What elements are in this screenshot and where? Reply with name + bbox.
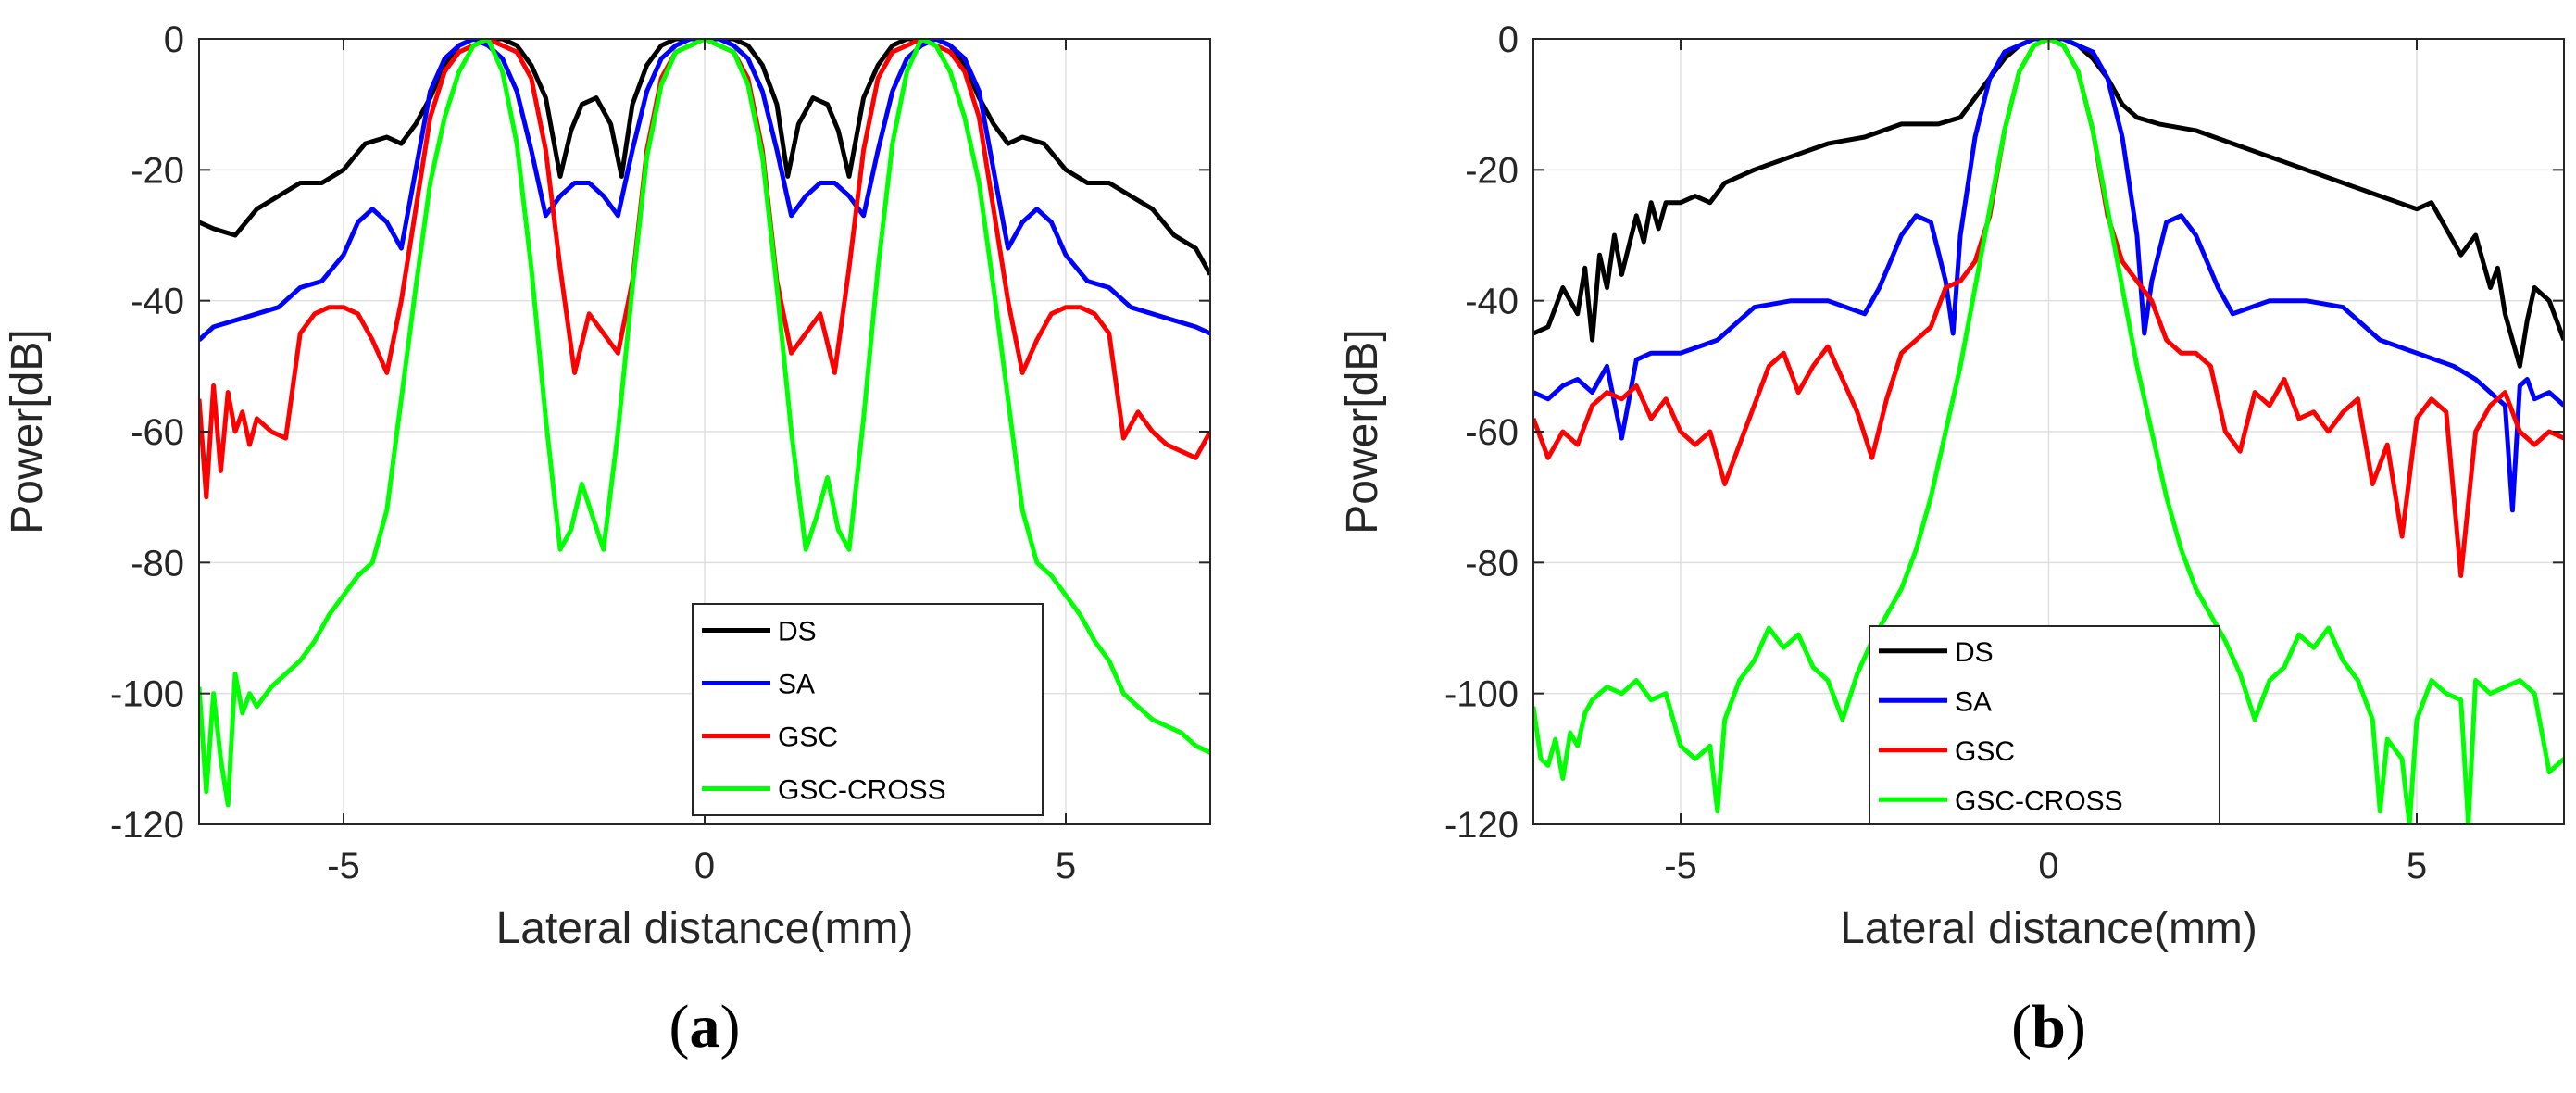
panel-label-open: ( bbox=[669, 993, 690, 1061]
chart-panel-a: -5 0 5 0 -20 -40 -60 -80 -100 -120 Lateral distanc… bbox=[3, 19, 1211, 1061]
panel-label-letter: a bbox=[690, 993, 720, 1061]
series-group bbox=[199, 39, 1210, 808]
x-tick-label: 0 bbox=[2038, 846, 2058, 886]
legend-box bbox=[1869, 625, 2220, 825]
legend-label-gsc-cross: GSC-CROSS bbox=[1955, 785, 2123, 816]
series-line-sa bbox=[1533, 39, 2564, 513]
x-tick-label: -5 bbox=[1664, 846, 1697, 886]
y-axis-label: Power[dB] bbox=[1338, 329, 1387, 534]
x-axis-label: Lateral distance(mm) bbox=[1840, 904, 2257, 953]
y-tick-label: 0 bbox=[164, 19, 184, 60]
x-axis-label: Lateral distance(mm) bbox=[496, 904, 914, 953]
legend: DS SA GSC GSC-CROSS bbox=[1869, 625, 2220, 825]
y-tick-label: -80 bbox=[131, 543, 184, 584]
series-line-ds bbox=[1533, 39, 2564, 369]
y-axis-label: Power[dB] bbox=[3, 329, 52, 534]
series-line-sa bbox=[199, 39, 1210, 342]
panel-label-open: ( bbox=[2011, 993, 2032, 1061]
y-tick-label: -100 bbox=[110, 674, 184, 715]
x-tick-label: 5 bbox=[2407, 846, 2427, 886]
series-line-ds bbox=[199, 39, 1210, 276]
panel-label-close: ) bbox=[720, 993, 741, 1061]
panel-label: (a) bbox=[669, 993, 741, 1061]
y-tick-label: -80 bbox=[1465, 543, 1519, 584]
x-tick-label: 0 bbox=[694, 846, 715, 886]
legend-box bbox=[692, 603, 1044, 816]
y-tick-label: -20 bbox=[131, 150, 184, 191]
y-tick-label: -120 bbox=[110, 805, 184, 846]
legend-label-gsc: GSC bbox=[778, 722, 838, 753]
y-tick-label: -60 bbox=[131, 412, 184, 453]
series-group bbox=[1533, 39, 2564, 824]
legend-label-sa: SA bbox=[1955, 686, 1992, 717]
legend: DS SA GSC GSC-CROSS bbox=[692, 603, 1044, 816]
y-tick-label: -60 bbox=[1465, 412, 1519, 453]
y-tick-label: -20 bbox=[1465, 150, 1519, 191]
y-tick-label: -40 bbox=[1465, 282, 1519, 322]
legend-label-ds: DS bbox=[1955, 637, 1994, 668]
legend-label-gsc: GSC bbox=[1955, 736, 2015, 767]
series-line-gsc-cross bbox=[1533, 39, 2564, 824]
legend-label-sa: SA bbox=[778, 670, 815, 700]
panel-label-close: ) bbox=[2066, 993, 2086, 1061]
chart-panel-b: -5 0 5 0 -20 -40 -60 -80 -100 -120 Lateral distanc… bbox=[1338, 19, 2565, 1061]
legend-label-gsc-cross: GSC-CROSS bbox=[778, 775, 946, 806]
legend-label-ds: DS bbox=[778, 617, 817, 647]
y-tick-label: 0 bbox=[1498, 19, 1519, 60]
x-tick-label: -5 bbox=[327, 846, 360, 886]
y-tick-label: -100 bbox=[1444, 674, 1519, 715]
x-tick-label: 5 bbox=[1056, 846, 1076, 886]
y-tick-label: -40 bbox=[131, 282, 184, 322]
y-tick-label: -120 bbox=[1444, 805, 1519, 846]
panel-label-letter: b bbox=[2032, 993, 2066, 1061]
series-line-gsc bbox=[1533, 39, 2564, 578]
panel-label: (b) bbox=[2011, 993, 2086, 1061]
series-line-gsc-cross bbox=[199, 39, 1210, 808]
